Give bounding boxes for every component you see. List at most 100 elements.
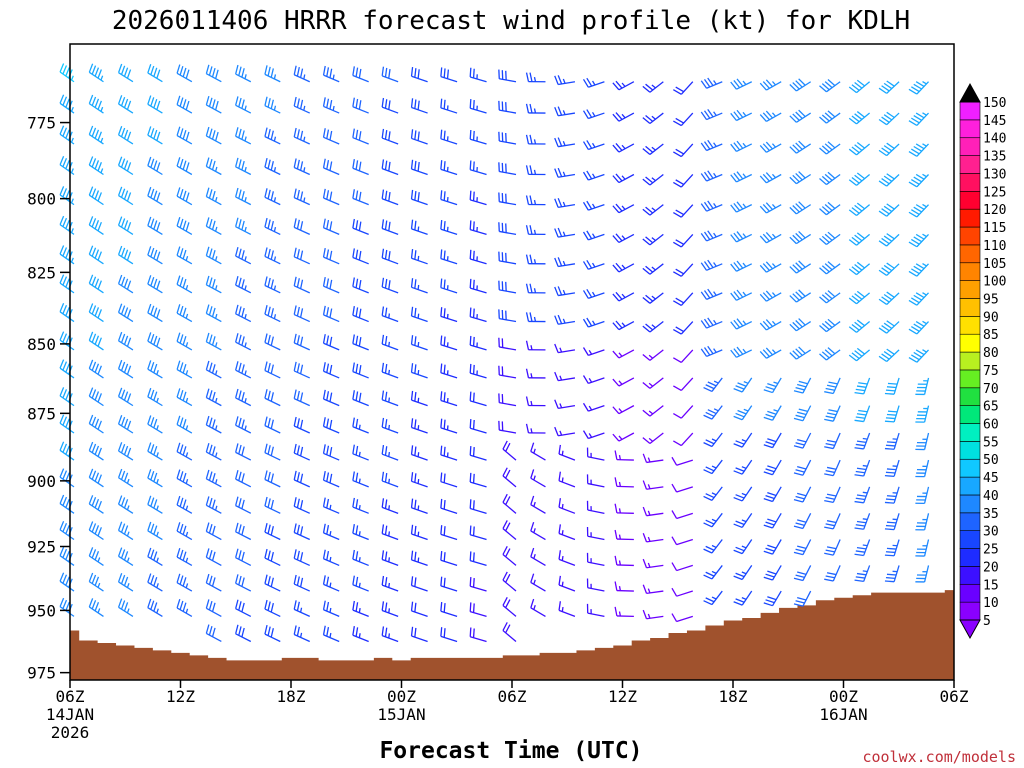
wind-barb [878, 291, 900, 306]
wind-barb [854, 377, 871, 395]
wind-barb [293, 127, 311, 145]
wind-barb [582, 109, 605, 120]
wind-barb [264, 389, 281, 407]
wind-barb [88, 331, 104, 351]
wind-barb [381, 97, 399, 114]
wind-barb [59, 494, 75, 514]
wind-barb [205, 332, 222, 351]
colorbar: 5 10 15 20 25 30 35 40 45 50 55 60 65 70 75 80 85 90 95 100… [959, 82, 1006, 640]
wind-barb [789, 230, 812, 245]
wind-barb [264, 496, 281, 514]
wind-barb [469, 335, 487, 351]
wind-barb [586, 603, 605, 618]
wind-barb [293, 188, 311, 206]
wind-barb [582, 140, 605, 151]
wind-barb [642, 533, 664, 543]
colorbar-label: 130 [983, 167, 1006, 182]
wind-barb [878, 203, 900, 217]
colorbar-label: 70 [983, 382, 999, 397]
wind-barb [59, 520, 75, 541]
wind-barb [147, 216, 163, 235]
wind-barb [235, 470, 252, 488]
wind-barb [819, 79, 841, 93]
colorbar-label: 135 [983, 150, 1006, 165]
wind-barb [352, 189, 369, 206]
wind-barb [147, 360, 163, 379]
wind-barb [525, 396, 546, 407]
wind-barb [530, 547, 546, 566]
wind-barb [293, 600, 311, 617]
wind-barb [793, 590, 812, 607]
wind-barb [352, 277, 369, 294]
y-tick-label: 900 [27, 472, 56, 491]
y-tick-label: 800 [27, 190, 56, 209]
wind-barb [352, 524, 369, 541]
wind-barb [554, 426, 576, 437]
wind-barb [848, 79, 871, 94]
wind-barb [322, 575, 340, 592]
wind-barb [730, 231, 753, 243]
wind-barb [908, 112, 930, 126]
colorbar-swatch [959, 405, 981, 424]
colorbar-label: 30 [983, 525, 999, 540]
wind-barb [117, 156, 134, 176]
x-tick-label: 18Z [277, 687, 306, 706]
wind-barb [176, 442, 193, 461]
wind-barb [235, 276, 252, 294]
wind-barb [264, 361, 281, 379]
wind-barb [410, 498, 428, 514]
x-tick-label: 12Z [608, 687, 637, 706]
wind-barb [117, 63, 134, 83]
wind-barb [410, 445, 428, 461]
wind-barb [469, 472, 487, 488]
wind-barb [88, 572, 104, 592]
wind-barb [440, 249, 458, 265]
wind-barb [671, 456, 693, 466]
wind-barb [235, 157, 252, 176]
colorbar-label: 145 [983, 114, 1006, 129]
wind-barb [582, 200, 605, 211]
wind-barb [854, 405, 871, 423]
wind-barb [410, 159, 428, 176]
wind-barb [381, 248, 399, 265]
wind-barb [525, 103, 546, 114]
wind-barb [264, 158, 281, 176]
wind-barb [878, 320, 900, 334]
wind-barb [498, 162, 517, 176]
colorbar-swatch [959, 530, 981, 549]
y-tick-label: 825 [27, 263, 56, 282]
wind-barb [671, 483, 693, 493]
wind-barb [381, 417, 399, 434]
wind-barb [554, 286, 576, 297]
wind-barb [612, 173, 635, 184]
wind-barb [908, 292, 930, 306]
wind-barb [235, 388, 252, 407]
y-tick-label: 925 [27, 538, 56, 557]
wind-barb [642, 233, 664, 246]
wind-barb [352, 362, 369, 379]
wind-barb [700, 288, 723, 300]
colorbar-swatch [959, 583, 981, 603]
wind-barb [410, 306, 428, 323]
wind-barb [176, 522, 193, 541]
wind-barb [205, 157, 222, 176]
wind-barb [612, 432, 635, 442]
y-tick-label: 775 [27, 114, 56, 133]
wind-barb [410, 363, 428, 379]
wind-barb [642, 173, 664, 186]
wind-barb [293, 158, 311, 176]
wind-barb [440, 98, 458, 114]
wind-barb [176, 157, 193, 176]
x-tick-label: 18Z [719, 687, 748, 706]
wind-barb [525, 195, 546, 206]
colorbar-label: 110 [983, 239, 1006, 254]
wind-barb [642, 506, 664, 517]
wind-barb [352, 159, 369, 176]
wind-barb [293, 470, 311, 488]
wind-barb [854, 513, 871, 530]
wind-barb [176, 598, 193, 617]
colorbar-swatch [959, 458, 981, 478]
wind-barb [878, 348, 900, 363]
wind-barb [819, 261, 841, 275]
